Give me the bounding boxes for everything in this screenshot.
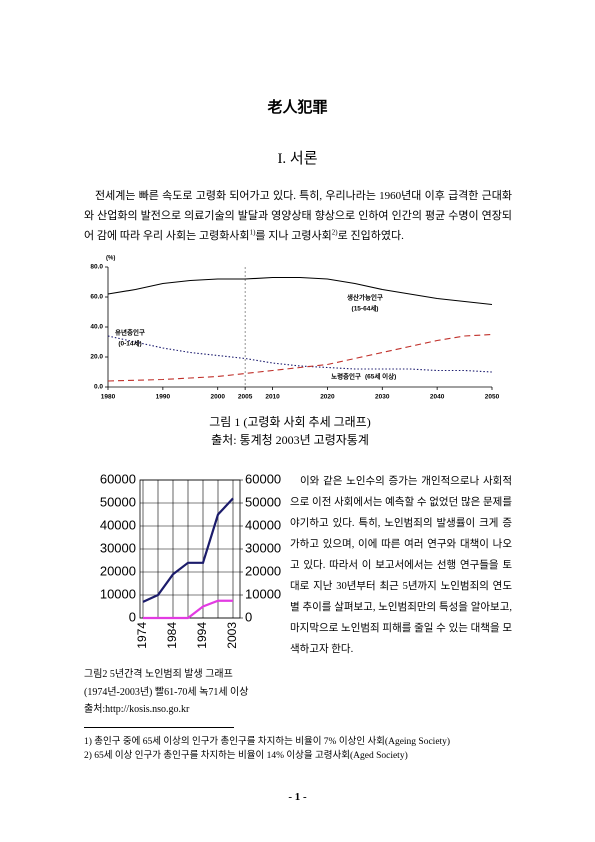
text: 를 지나 고령사회 [255,230,332,242]
x-tick-label: 2040 [430,394,445,401]
series-label: 생산가능인구 [347,293,383,302]
caption: (1974년-2003년) 빨61-70세 녹71세 이상 [84,687,249,698]
series-line [107,276,493,306]
footnote-ref: 2) [331,228,338,237]
x-tick-label: 1984 [165,622,179,649]
y-tick-label: 20.0 [90,354,103,361]
y2-tick-label: 50000 [245,494,281,509]
y-tick-label: 30000 [100,540,136,555]
y-tick-label: 0.0 [94,384,103,391]
footnote: 1) 총인구 중에 65세 이상의 인구가 총인구를 차지하는 비율이 7% 이… [84,737,451,747]
x-tick-label: 2020 [320,394,335,401]
chart: (%) 0.0 20.0 40.0 60.0 80.0 1980 1990 2000 2005 20… [90,256,500,401]
text: 전세계는 빠른 속도로 고령화 되어가고 있다. 특히, 우리나라는 1960년… [84,190,512,242]
title: 老人犯罪 [267,100,328,116]
paragraph: 이와 같은 노인수의 증가는 개인적으로나 사회적으로 이전 사회에서는 예측할… [290,476,512,655]
series-note: (15-64세) [352,304,379,313]
y-tick-label: 80.0 [90,264,103,271]
x-tick-label: 2005 [238,394,253,401]
caption: 그림2 5년간격 노인범죄 발생 그래프 [84,669,233,680]
y-tick-label: 20000 [100,563,136,578]
series-line [107,333,493,382]
x-tick-label: 2003 [225,622,239,649]
source: 출처:http://kosis.nso.go.kr [84,704,190,715]
y2-tick-label: 30000 [245,540,281,555]
series-label: 유년층인구 [115,328,145,337]
y-tick-label: 60000 [100,471,136,486]
y2-tick-label: 10000 [245,586,281,601]
y-tick-label: 40000 [100,517,136,532]
x-tick-label: 1974 [135,622,149,649]
series-label: 노령층인구 [331,372,361,381]
y2-tick-label: 40000 [245,517,281,532]
series-note: (0-14세) [118,339,141,348]
series-line [142,497,234,603]
y-tick-label: 40.0 [90,324,103,331]
y-tick-label: 50000 [100,494,136,509]
paragraph: 전세계는 빠른 속도로 고령화 되어가고 있다. 특히, 우리나라는 1960년… [84,186,512,246]
footnote-rule [84,727,234,728]
footnote-ref: 1) [249,228,256,237]
x-tick-label: 2010 [265,394,280,401]
y-tick-label: 0 [129,609,136,624]
section-heading: I. 서론 [277,151,318,167]
series-line [143,599,233,620]
series-note: (65세 이상) [365,372,396,381]
series-line [107,335,493,373]
y-tick-label: 60.0 [90,294,103,301]
y-axis-label: (%) [106,256,115,262]
page-number: - 1 - [288,791,307,803]
text: 로 진입하였다. [337,230,404,242]
y-tick-label: 10000 [100,586,136,601]
y2-tick-label: 60000 [245,471,281,486]
footnote: 2) 65세 이상 인구가 총인구를 차지하는 비율이 14% 이상을 고령사회… [84,751,408,761]
chart: 1974 1984 1994 2003 0 10000 20000 30000 40000 500… [100,471,281,649]
x-tick-label: 2030 [375,394,390,401]
x-tick-label: 2000 [210,394,225,401]
x-tick-label: 2050 [485,394,500,401]
x-tick-label: 1980 [101,394,116,401]
caption: 그림 1 (고령화 사회 추세 그래프) [209,415,371,429]
y2-tick-label: 0 [245,609,252,624]
y2-tick-label: 20000 [245,563,281,578]
plot-frame [139,479,241,619]
source: 출처: 통계청 2003년 고령자통계 [211,433,369,447]
x-tick-label: 1990 [156,394,171,401]
x-tick-label: 1994 [195,622,209,649]
